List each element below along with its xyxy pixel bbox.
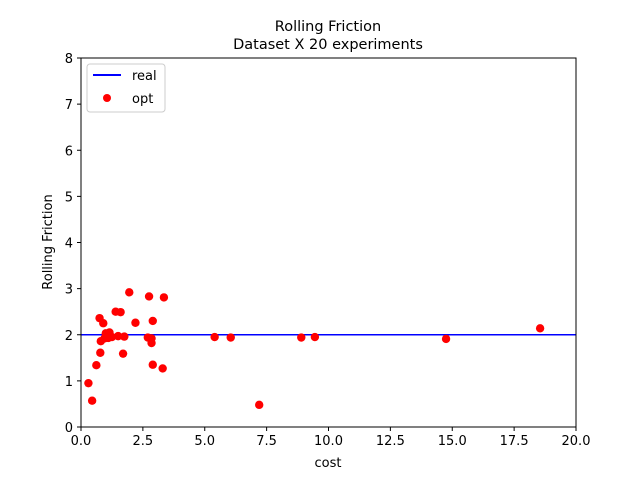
axes-frame — [80, 57, 577, 428]
y-axis-label: Rolling Friction — [41, 194, 56, 289]
y-tick-label: 0 — [65, 421, 73, 436]
y-tick-label: 3 — [65, 283, 73, 298]
legend-real-label: real — [132, 69, 157, 84]
y-tick-label: 1 — [65, 375, 73, 390]
opt-point — [118, 349, 128, 358]
opt-point — [210, 332, 219, 342]
x-tick-label: 2.5 — [133, 434, 154, 449]
x-tick-label: 15.0 — [438, 434, 467, 449]
opt-point — [120, 332, 129, 341]
opt-point — [226, 333, 235, 342]
opt-point — [535, 324, 545, 333]
opt-point — [310, 332, 320, 342]
plot-area — [81, 288, 576, 410]
opt-point — [113, 331, 123, 341]
opt-point — [116, 307, 125, 317]
opt-point — [441, 334, 451, 344]
x-axis: 0.0 2.5 5.0 7.5 10.0 12.5 15.0 17.5 20.0 — [71, 427, 591, 449]
x-tick-label: 10.0 — [314, 434, 343, 449]
y-tick-label: 7 — [65, 98, 73, 113]
opt-point — [96, 348, 105, 357]
opt-point — [125, 288, 134, 297]
opt-point — [255, 400, 264, 410]
x-tick-label: 5.0 — [194, 434, 215, 449]
y-axis: 0 1 2 3 4 5 6 7 8 — [65, 52, 81, 436]
opt-point — [87, 396, 97, 405]
opt-point — [99, 319, 108, 328]
x-tick-label: 20.0 — [562, 434, 591, 449]
opt-point — [158, 364, 167, 373]
opt-point — [107, 332, 117, 342]
y-tick-label: 2 — [65, 329, 73, 344]
chart-subtitle: Dataset X 20 experiments — [233, 37, 423, 53]
legend-opt-marker — [103, 94, 111, 102]
opt-point — [92, 360, 101, 370]
opt-point — [131, 318, 140, 327]
y-tick-label: 5 — [65, 190, 73, 205]
x-tick-label: 12.5 — [376, 434, 405, 449]
y-tick-label: 6 — [65, 144, 73, 159]
chart-title: Rolling Friction — [275, 19, 381, 35]
opt-point — [148, 316, 157, 326]
x-tick-label: 7.5 — [256, 434, 277, 449]
opt-point — [148, 360, 157, 369]
legend: real opt — [86, 63, 166, 113]
y-tick-label: 8 — [65, 52, 73, 67]
opt-point — [84, 378, 93, 388]
y-tick-label: 4 — [65, 237, 73, 252]
x-tick-label: 17.5 — [500, 434, 529, 449]
opt-point — [144, 292, 154, 301]
opt-point — [159, 293, 169, 302]
opt-point — [147, 338, 156, 348]
opt-point — [297, 333, 306, 342]
x-tick-label: 0.0 — [71, 434, 92, 449]
x-axis-label: cost — [315, 456, 342, 471]
legend-opt-label: opt — [132, 92, 153, 107]
